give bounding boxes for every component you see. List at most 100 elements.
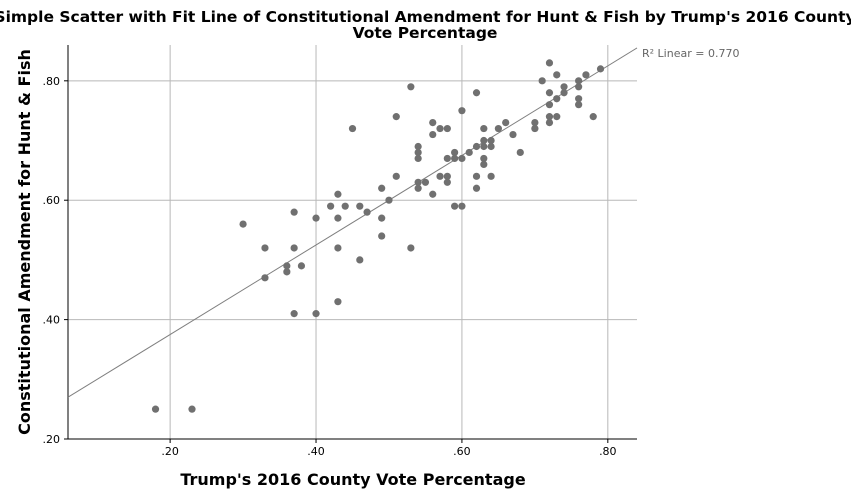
scatter-point <box>334 244 342 252</box>
scatter-point <box>545 119 554 127</box>
scatter-point <box>458 107 466 115</box>
data-points <box>151 59 605 413</box>
scatter-point <box>443 178 451 186</box>
x-tick-label: .40 <box>307 445 325 458</box>
scatter-point <box>487 172 495 180</box>
scatter-point <box>429 190 437 198</box>
scatter-point <box>575 101 583 109</box>
scatter-point <box>290 208 298 216</box>
scatter-point <box>472 184 481 192</box>
scatter-point <box>239 220 247 228</box>
scatter-point <box>283 268 291 276</box>
scatter-point <box>575 95 583 103</box>
scatter-point <box>151 405 160 413</box>
scatter-point <box>429 119 437 127</box>
scatter-point <box>334 190 342 198</box>
y-tick-label: .40 <box>43 314 61 327</box>
r2-linear-label: R² Linear = 0.770 <box>642 47 739 60</box>
scatter-point <box>451 148 459 157</box>
y-tick-label: .20 <box>43 433 61 446</box>
scatter-point <box>356 256 364 264</box>
scatter-point <box>378 232 386 240</box>
fit-line-layer <box>67 47 638 398</box>
scatter-point <box>261 274 269 282</box>
x-tick-label: .20 <box>161 445 179 458</box>
scatter-point <box>392 113 400 121</box>
scatter-point <box>283 262 291 270</box>
scatter-point <box>312 214 320 222</box>
scatter-point <box>188 405 196 413</box>
scatter-point <box>487 136 495 145</box>
scatter-point <box>589 113 597 121</box>
x-tick-label: .60 <box>453 445 471 458</box>
scatter-point <box>458 202 466 210</box>
scatter-point <box>531 124 539 133</box>
scatter-point <box>480 142 488 151</box>
scatter-point <box>531 119 539 127</box>
scatter-point <box>553 113 561 121</box>
scatter-point <box>443 154 451 163</box>
scatter-point <box>443 124 451 133</box>
chart-title-line-2: Vote Percentage <box>353 24 498 42</box>
scatter-point <box>472 172 481 180</box>
scatter-point <box>472 142 481 151</box>
scatter-point <box>480 136 488 145</box>
scatter-point <box>480 124 488 133</box>
scatter-point <box>414 178 422 186</box>
scatter-point <box>334 214 342 222</box>
scatter-point <box>421 178 430 186</box>
scatter-point <box>509 130 517 139</box>
scatter-point <box>312 310 320 318</box>
scatter-point <box>560 83 568 91</box>
scatter-point <box>553 95 561 103</box>
scatter-point <box>429 130 437 139</box>
scatter-point <box>334 298 342 306</box>
scatter-point <box>443 172 451 180</box>
scatter-point <box>538 77 546 85</box>
scatter-point <box>596 65 605 73</box>
scatter-point <box>341 202 349 210</box>
scatter-point <box>545 89 554 97</box>
scatter-point <box>414 154 422 163</box>
scatter-point <box>290 244 298 252</box>
scatter-point <box>560 89 568 97</box>
scatter-point <box>575 77 583 85</box>
scatter-point <box>392 172 400 180</box>
scatter-point <box>436 172 444 180</box>
scatter-point <box>545 101 554 109</box>
y-tick-label: .60 <box>43 194 61 207</box>
scatter-point <box>575 83 583 91</box>
scatter-point <box>458 154 466 163</box>
scatter-point <box>327 202 335 210</box>
scatter-point <box>363 208 371 216</box>
scatter-point <box>472 89 481 97</box>
linear-fit-line <box>67 47 638 398</box>
scatter-point <box>407 83 415 91</box>
scatter-point <box>494 124 502 133</box>
scatter-point <box>480 154 488 163</box>
scatter-point <box>414 142 422 151</box>
scatter-point <box>297 262 306 270</box>
scatter-point <box>261 244 269 252</box>
scatter-point <box>290 310 298 318</box>
scatter-point <box>378 214 386 222</box>
x-tick-label: .80 <box>599 445 617 458</box>
scatter-point <box>451 154 459 163</box>
plot-axes <box>67 45 637 440</box>
scatter-point <box>465 148 473 157</box>
x-axis-title: Trump's 2016 County Vote Percentage <box>180 470 525 489</box>
scatter-point <box>378 184 386 192</box>
scatter-point <box>436 124 444 133</box>
tick-labels: .20 .40 .60 .80 .20 .40 .60 .80 <box>43 75 617 458</box>
scatter-point <box>356 202 364 210</box>
y-tick-label: .80 <box>43 75 61 88</box>
chart-title-line-1: Simple Scatter with Fit Line of Constitu… <box>0 8 851 26</box>
scatter-point <box>414 184 422 192</box>
scatter-point <box>348 124 357 133</box>
scatter-point <box>451 202 459 210</box>
scatter-point <box>582 71 590 79</box>
scatter-point <box>545 113 554 121</box>
scatter-point <box>553 71 561 79</box>
scatter-point <box>487 142 495 151</box>
